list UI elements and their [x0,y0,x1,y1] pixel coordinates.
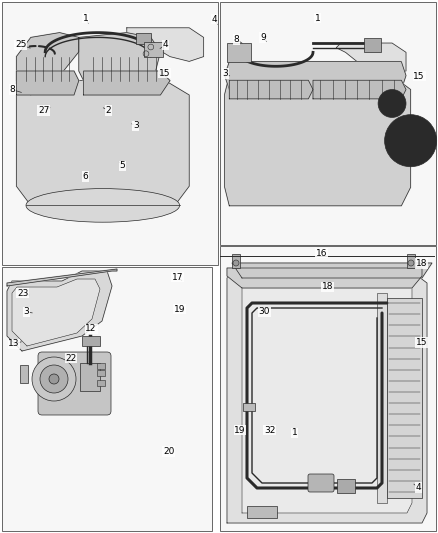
Text: 22: 22 [65,354,77,362]
Text: 2: 2 [106,106,111,115]
Bar [243,403,255,411]
Text: 18: 18 [322,282,333,291]
Polygon shape [227,268,422,288]
Text: 3: 3 [133,122,139,130]
Text: 3: 3 [223,69,229,78]
Text: 23: 23 [17,289,28,297]
Bar [387,298,422,498]
Bar [97,363,105,369]
Bar [377,293,387,503]
Bar [337,479,355,493]
Polygon shape [230,80,313,99]
Circle shape [378,90,406,117]
Bar [80,363,100,391]
Polygon shape [16,80,189,205]
Bar [97,380,105,386]
Bar [220,246,436,531]
Text: 4: 4 [163,41,168,49]
Text: 19: 19 [174,305,185,313]
Polygon shape [127,28,204,61]
Circle shape [49,374,59,384]
Circle shape [40,365,68,393]
Polygon shape [84,71,170,95]
Text: 25: 25 [15,41,26,49]
Polygon shape [79,33,160,80]
Polygon shape [227,268,427,523]
Polygon shape [7,271,112,351]
Text: 1: 1 [82,14,88,22]
Circle shape [403,133,418,148]
Circle shape [408,260,414,266]
Text: 1: 1 [291,429,297,437]
Polygon shape [336,43,406,76]
Text: 8: 8 [233,35,240,44]
FancyBboxPatch shape [38,352,111,415]
Polygon shape [232,263,432,278]
Bar [232,254,240,268]
Bar [2,2,218,265]
Circle shape [32,357,76,401]
Circle shape [394,124,427,157]
Text: 15: 15 [416,338,427,347]
Text: 27: 27 [38,106,49,115]
Text: 5: 5 [120,161,126,170]
Polygon shape [16,71,79,95]
Bar [2,267,212,531]
Bar [220,2,436,245]
Bar [364,38,381,52]
Text: 30: 30 [258,308,270,316]
Polygon shape [7,269,117,286]
Bar [82,336,100,346]
Polygon shape [225,62,406,90]
Bar [407,254,415,268]
Ellipse shape [26,189,180,222]
Text: 3: 3 [23,308,29,316]
Circle shape [233,260,239,266]
Text: 15: 15 [413,72,425,80]
Text: 6: 6 [82,172,88,181]
Text: 12: 12 [85,325,97,333]
Text: 15: 15 [159,69,170,77]
Bar [20,365,28,383]
Bar [144,42,163,56]
Bar [97,370,105,376]
FancyBboxPatch shape [308,474,334,492]
Bar [313,483,325,491]
Text: 9: 9 [260,33,266,42]
Circle shape [385,115,437,167]
Polygon shape [225,76,411,206]
Polygon shape [242,278,412,513]
Bar [247,506,277,518]
Bar [136,33,151,44]
Polygon shape [313,80,406,99]
Text: 1: 1 [314,14,321,22]
Text: 13: 13 [8,340,20,348]
Polygon shape [12,279,100,346]
Polygon shape [16,33,79,95]
Text: 18: 18 [416,259,427,268]
Text: 19: 19 [234,426,246,434]
Text: 20: 20 [163,447,174,456]
Text: 4: 4 [212,15,217,23]
Text: 4: 4 [416,483,421,492]
Text: 17: 17 [172,273,184,281]
Text: 8: 8 [9,85,15,94]
Text: 32: 32 [264,426,276,434]
Text: 16: 16 [316,249,328,257]
Bar [227,43,251,62]
